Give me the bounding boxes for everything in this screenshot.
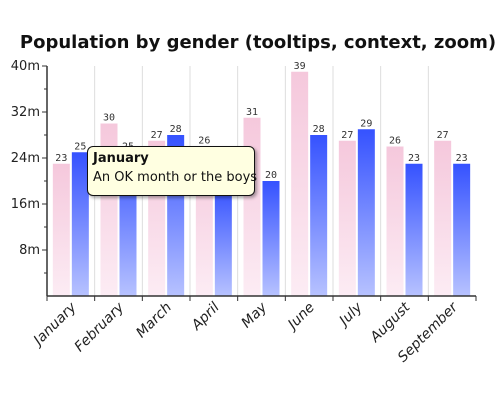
bar-series-0 <box>243 117 261 296</box>
bar-series-0 <box>291 71 309 296</box>
data-label: 29 <box>360 118 372 129</box>
y-tick-label: 16m <box>11 197 40 212</box>
bar-series-0 <box>434 140 452 296</box>
tooltip-title: January <box>93 151 149 166</box>
bar-series-1 <box>214 186 232 296</box>
bar-series-0 <box>52 163 70 296</box>
bar-series-1 <box>71 152 89 296</box>
data-label: 28 <box>313 124 325 135</box>
y-tick-label: 40m <box>11 59 40 74</box>
bar-series-1 <box>453 163 471 296</box>
data-label: 39 <box>294 61 306 72</box>
data-label: 27 <box>341 130 353 141</box>
chart-title: Population by gender (tooltips, context,… <box>20 32 496 53</box>
data-label: 28 <box>170 124 182 135</box>
bar-series-1 <box>357 129 375 296</box>
data-label: 23 <box>456 153 468 164</box>
bar-series-1 <box>310 135 328 296</box>
x-tick-label: July <box>334 299 366 331</box>
x-tick-label: May <box>239 299 271 331</box>
data-label: 26 <box>389 136 401 147</box>
x-tick-label: March <box>133 300 175 342</box>
data-label: 27 <box>151 130 163 141</box>
data-label: 26 <box>198 136 210 147</box>
x-tick-label: August <box>367 299 414 346</box>
x-tick-label: April <box>188 299 223 334</box>
x-tick-label: February <box>72 299 128 355</box>
bar-series-0 <box>386 146 404 296</box>
y-tick-label: 24m <box>11 151 40 166</box>
data-label: 27 <box>437 130 449 141</box>
data-label: 20 <box>265 170 277 181</box>
data-label: 31 <box>246 107 258 118</box>
tooltip: January An OK month or the boys <box>87 146 258 196</box>
y-tick-label: 32m <box>11 105 40 120</box>
data-label: 23 <box>408 153 420 164</box>
data-label: 30 <box>103 113 115 124</box>
x-tick-label: June <box>283 300 318 335</box>
data-label: 25 <box>74 141 86 152</box>
bar-series-1 <box>405 163 423 296</box>
bar-series-1 <box>262 181 280 296</box>
y-tick-label: 8m <box>19 243 40 258</box>
bar-series-0 <box>338 140 356 296</box>
data-label: 23 <box>55 153 67 164</box>
tooltip-text: An OK month or the boys <box>93 170 258 185</box>
